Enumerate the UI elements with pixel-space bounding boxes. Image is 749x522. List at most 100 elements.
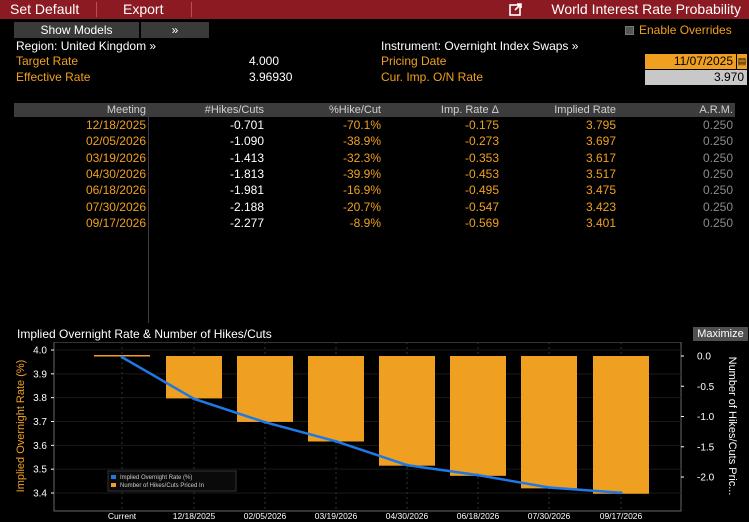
- col-header-imp-rate-delta[interactable]: Imp. Rate Δ: [440, 104, 499, 116]
- legend-swatch-bar: [111, 483, 116, 487]
- cell-meeting: 07/30/2026: [85, 199, 146, 214]
- target-rate-value: 4.000: [249, 54, 280, 68]
- cell-implied-rate: 3.475: [585, 183, 616, 198]
- chart-title: Implied Overnight Rate & Number of Hikes…: [17, 327, 272, 341]
- top-toolbar: Set Default Export World Interest Rate P…: [0, 0, 749, 19]
- cell-hikes-cuts: -1.813: [229, 166, 264, 181]
- cell-arm: 0.250: [702, 118, 733, 132]
- y-tick-label: 3.5: [33, 465, 47, 476]
- bar-hikes-cuts: [379, 356, 435, 466]
- x-tick-label: 09/17/2026: [600, 511, 643, 521]
- y2-tick-label: -2.0: [697, 473, 715, 484]
- table-row[interactable]: 02/05/2026 -1.090 -38.9% -0.273 3.697 0.250: [14, 133, 735, 149]
- cell-meeting: 12/18/2025: [85, 118, 146, 132]
- cur-imp-rate-input[interactable]: 3.970: [645, 70, 747, 85]
- bar-hikes-cuts: [308, 356, 364, 442]
- table-row[interactable]: 04/30/2026 -1.813 -39.9% -0.453 3.517 0.250: [14, 166, 735, 182]
- x-tick-label: 04/30/2026: [386, 511, 429, 521]
- cell-pct-hike-cut: -70.1%: [342, 118, 381, 132]
- cell-hikes-cuts: -0.701: [229, 118, 264, 132]
- y-tick-label: 3.9: [33, 369, 47, 380]
- chart-legend: Implied Overnight Rate (%) Number of Hik…: [107, 470, 237, 492]
- cell-imp-rate-delta: -0.495: [464, 183, 499, 198]
- cell-meeting: 06/18/2026: [85, 183, 146, 198]
- x-tick-label: 06/18/2026: [457, 511, 500, 521]
- cell-pct-hike-cut: -38.9%: [342, 134, 381, 149]
- cell-hikes-cuts: -2.277: [229, 215, 264, 230]
- cell-implied-rate: 3.517: [585, 166, 616, 181]
- col-header-pct-hike-cut[interactable]: %Hike/Cut: [329, 104, 381, 116]
- cell-arm: 0.250: [702, 199, 733, 214]
- implied-rate-point: [192, 397, 196, 401]
- y-tick-label: 3.6: [33, 441, 47, 452]
- cell-implied-rate: 3.423: [585, 199, 616, 214]
- instrument-selector[interactable]: Instrument: Overnight Index Swaps »: [381, 39, 579, 53]
- cell-pct-hike-cut: -20.7%: [342, 199, 381, 214]
- y2-tick-label: -0.5: [697, 382, 715, 393]
- show-models-expand-button[interactable]: »: [141, 22, 209, 38]
- show-models-button[interactable]: Show Models: [14, 22, 139, 38]
- cell-arm: 0.250: [702, 166, 733, 181]
- y-axis-label: Implied Overnight Rate (%): [15, 360, 27, 493]
- table-row[interactable]: 03/19/2026 -1.413 -32.3% -0.353 3.617 0.250: [14, 150, 735, 166]
- cell-meeting: 09/17/2026: [85, 215, 146, 230]
- cell-arm: 0.250: [702, 183, 733, 198]
- maximize-button[interactable]: Maximize: [693, 327, 748, 341]
- region-selector[interactable]: Region: United Kingdom »: [16, 39, 157, 53]
- cell-hikes-cuts: -1.090: [229, 134, 264, 149]
- x-tick-label: 03/19/2026: [315, 511, 358, 521]
- y2-axis-label: Number of Hikes/Cuts Pric...: [726, 357, 738, 496]
- col-header-meeting[interactable]: Meeting: [106, 104, 146, 116]
- calendar-icon[interactable]: ▤: [737, 54, 747, 69]
- bar-hikes-cuts: [237, 356, 293, 422]
- x-tick-label: 12/18/2025: [173, 511, 216, 521]
- toolbar-divider: [191, 2, 192, 17]
- table-row[interactable]: 09/17/2026 -2.277 -8.9% -0.569 3.401 0.250: [14, 215, 735, 231]
- cell-imp-rate-delta: -0.353: [464, 150, 499, 165]
- cell-implied-rate: 3.697: [585, 134, 616, 149]
- cell-meeting: 04/30/2026: [85, 166, 146, 181]
- effective-rate-value: 3.96930: [249, 70, 293, 84]
- enable-overrides-label[interactable]: Enable Overrides: [639, 23, 732, 37]
- implied-rate-point: [120, 355, 124, 359]
- implied-rate-point: [405, 463, 409, 467]
- col-header-implied-rate[interactable]: Implied Rate: [554, 104, 616, 116]
- cell-implied-rate: 3.795: [585, 118, 616, 132]
- implied-rate-line: [121, 356, 622, 495]
- legend-swatch-line: [111, 475, 116, 479]
- implied-rate-point: [619, 491, 623, 495]
- enable-overrides-checkbox[interactable]: [625, 26, 634, 35]
- cell-hikes-cuts: -1.981: [229, 183, 264, 198]
- x-tick-label: Current: [108, 511, 137, 521]
- cell-pct-hike-cut: -8.9%: [349, 215, 381, 230]
- y2-tick-label: -1.0: [697, 412, 715, 423]
- y2-tick-label: 0.0: [697, 352, 711, 363]
- col-header-arm[interactable]: A.R.M.: [699, 104, 733, 116]
- cell-imp-rate-delta: -0.547: [464, 199, 499, 214]
- cell-hikes-cuts: -2.188: [229, 199, 264, 214]
- table-row[interactable]: 12/18/2025 -0.701 -70.1% -0.175 3.795 0.250: [14, 117, 735, 133]
- col-header-hikes-cuts[interactable]: #Hikes/Cuts: [204, 104, 264, 116]
- cell-pct-hike-cut: -32.3%: [342, 150, 381, 165]
- legend-label-rate: Implied Overnight Rate (%): [120, 475, 192, 481]
- external-link-icon[interactable]: [509, 3, 522, 16]
- chart-header: Implied Overnight Rate & Number of Hikes…: [14, 326, 748, 342]
- set-default-button[interactable]: Set Default: [10, 1, 80, 17]
- cell-meeting: 02/05/2026: [85, 134, 146, 149]
- y-tick-label: 3.7: [33, 417, 47, 428]
- table-row[interactable]: 06/18/2026 -1.981 -16.9% -0.495 3.475 0.250: [14, 182, 735, 198]
- pricing-date-input[interactable]: 11/07/2025: [645, 54, 736, 69]
- implied-rate-point: [334, 439, 338, 443]
- table-column-divider: [148, 103, 149, 323]
- cell-arm: 0.250: [702, 150, 733, 165]
- pricing-date-label: Pricing Date: [381, 54, 447, 68]
- bar-hikes-cuts: [593, 356, 649, 494]
- implied-rate-point: [476, 473, 480, 477]
- export-button[interactable]: Export: [123, 1, 164, 17]
- rate-chart: 4.0 3.9 3.8 3.7 3.6 3.5 3.4 0.0 -0.5 -1.0 -1.5 -2.…: [15, 342, 738, 521]
- cell-pct-hike-cut: -16.9%: [342, 183, 381, 198]
- effective-rate-label: Effective Rate: [16, 70, 91, 84]
- cell-hikes-cuts: -1.413: [229, 150, 264, 165]
- table-row[interactable]: 07/30/2026 -2.188 -20.7% -0.547 3.423 0.250: [14, 199, 735, 215]
- bar-hikes-cuts: [521, 356, 577, 489]
